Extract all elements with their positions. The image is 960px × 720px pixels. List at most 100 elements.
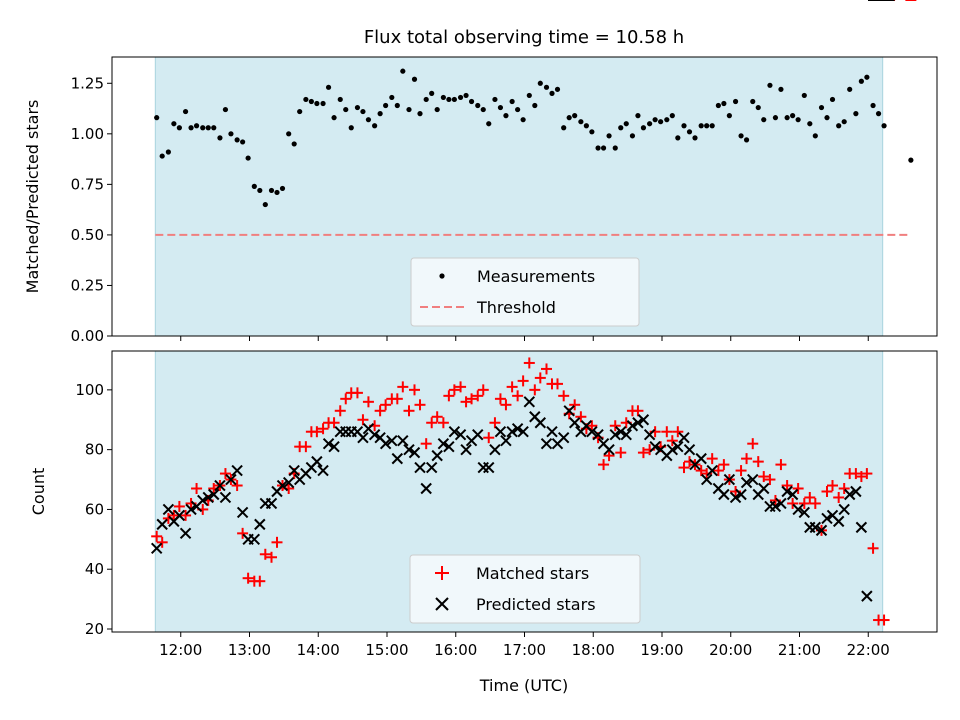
predicted-star-marker [546, 426, 558, 438]
predicted-star-marker [832, 515, 845, 528]
matched-star-marker [678, 462, 690, 474]
measurement-point [372, 123, 378, 129]
predicted-star-marker [821, 512, 833, 525]
measurement-point [572, 113, 578, 119]
predicted-star-marker [425, 461, 438, 474]
measurement-point [589, 129, 595, 135]
matched-star-marker [500, 399, 512, 411]
measurement-point [908, 157, 914, 163]
matched-star-marker [529, 384, 541, 396]
measurement-point [234, 137, 240, 143]
matched-star-marker [351, 387, 363, 399]
measurement-point [515, 106, 521, 113]
matched-star-marker [838, 483, 850, 495]
matched-star-marker [483, 432, 495, 444]
predicted-star-marker [225, 473, 237, 486]
measurement-point [537, 80, 543, 86]
predicted-star-marker [202, 491, 214, 504]
measurement-point [772, 115, 779, 121]
predicted-star-marker [254, 518, 266, 531]
matched-star-marker [443, 390, 455, 402]
measurement-point [532, 102, 538, 109]
matched-star-marker [362, 396, 374, 408]
chart-title: Flux total observing time = 10.58 h [364, 27, 684, 48]
predicted-star-marker [288, 464, 300, 477]
predicted-star-marker [231, 464, 243, 477]
measurement-point [176, 125, 182, 131]
measurement-point [526, 92, 532, 99]
count-y-axis-label: Count [29, 468, 48, 516]
predicted-star-marker [523, 396, 536, 408]
measurement-point [400, 68, 406, 74]
measurement-point [240, 139, 246, 145]
predicted-star-marker [506, 426, 518, 438]
measurement-point [475, 102, 481, 109]
predicted-star-marker [214, 479, 226, 492]
x-tick-label: 21:00 [778, 641, 821, 659]
matched-star-marker [455, 381, 467, 393]
matched-star-marker [391, 393, 403, 405]
measurement-point [623, 121, 629, 127]
matched-star-marker [426, 417, 438, 429]
predicted-star-marker [769, 500, 782, 513]
measurement-point [675, 135, 681, 141]
matched-star-marker [271, 536, 283, 548]
matched-star-marker [809, 497, 821, 509]
measurement-point [732, 98, 739, 105]
predicted-star-marker [557, 431, 570, 444]
matched-star-marker [735, 465, 747, 477]
predicted-star-marker [414, 461, 426, 474]
predicted-star-marker [489, 443, 501, 456]
y-tick-label: 1.00 [71, 125, 104, 143]
measurement-point [635, 113, 641, 119]
predicted-star-markers [150, 0, 895, 602]
predicted-star-marker [775, 497, 787, 510]
measurement-point [429, 90, 435, 96]
measurement-point [492, 96, 498, 103]
measurement-point [503, 113, 509, 119]
measurement-point [406, 106, 412, 113]
matched-star-marker [575, 411, 587, 423]
matched-star-marker [861, 468, 873, 480]
measurement-point [721, 100, 727, 107]
matched-star-marker [804, 491, 816, 503]
measurement-point [440, 94, 446, 101]
predicted-star-marker [368, 428, 381, 441]
predicted-star-marker [443, 440, 455, 453]
measurement-point [268, 187, 275, 194]
legend-label-measurements: Measurements [477, 267, 595, 286]
matched-star-marker [712, 465, 724, 477]
measurement-point [257, 187, 263, 194]
measurement-point [658, 119, 664, 125]
predicted-star-marker [517, 426, 529, 438]
count-x-ticks: 12:00 13:00 14:00 15:00 16:00 17:00 18:00 19:00… [159, 632, 890, 659]
measurement-point [423, 96, 429, 103]
predicted-star-marker [747, 473, 759, 486]
measurement-point [738, 133, 744, 139]
measurement-point [829, 96, 836, 103]
measurement-point [664, 117, 670, 123]
matched-star-marker [609, 420, 621, 432]
matched-star-marker [334, 405, 346, 417]
matched-star-marker [758, 471, 770, 483]
measurement-point [159, 153, 165, 159]
matched-star-marker [512, 390, 524, 402]
matched-star-marker [374, 405, 386, 417]
matched-star-marker [792, 483, 804, 495]
measurement-point [629, 133, 636, 139]
y-tick-label: 20 [85, 620, 104, 638]
y-tick-label: 1.25 [71, 74, 104, 92]
matched-star-marker [237, 527, 249, 539]
matched-star-marker [637, 447, 649, 459]
matched-star-marker [191, 483, 203, 495]
x-tick-label: 15:00 [365, 641, 408, 659]
x-tick-label: 20:00 [709, 641, 752, 659]
predicted-star-marker [311, 455, 323, 468]
y-tick-label: 0.25 [71, 276, 104, 294]
matched-star-marker [747, 438, 759, 450]
matched-star-marker [266, 551, 277, 563]
predicted-star-marker [649, 440, 661, 453]
measurement-point [640, 125, 647, 131]
ratio-y-ticks: 0.00 0.25 0.50 0.75 1.00 1.25 [71, 74, 112, 345]
